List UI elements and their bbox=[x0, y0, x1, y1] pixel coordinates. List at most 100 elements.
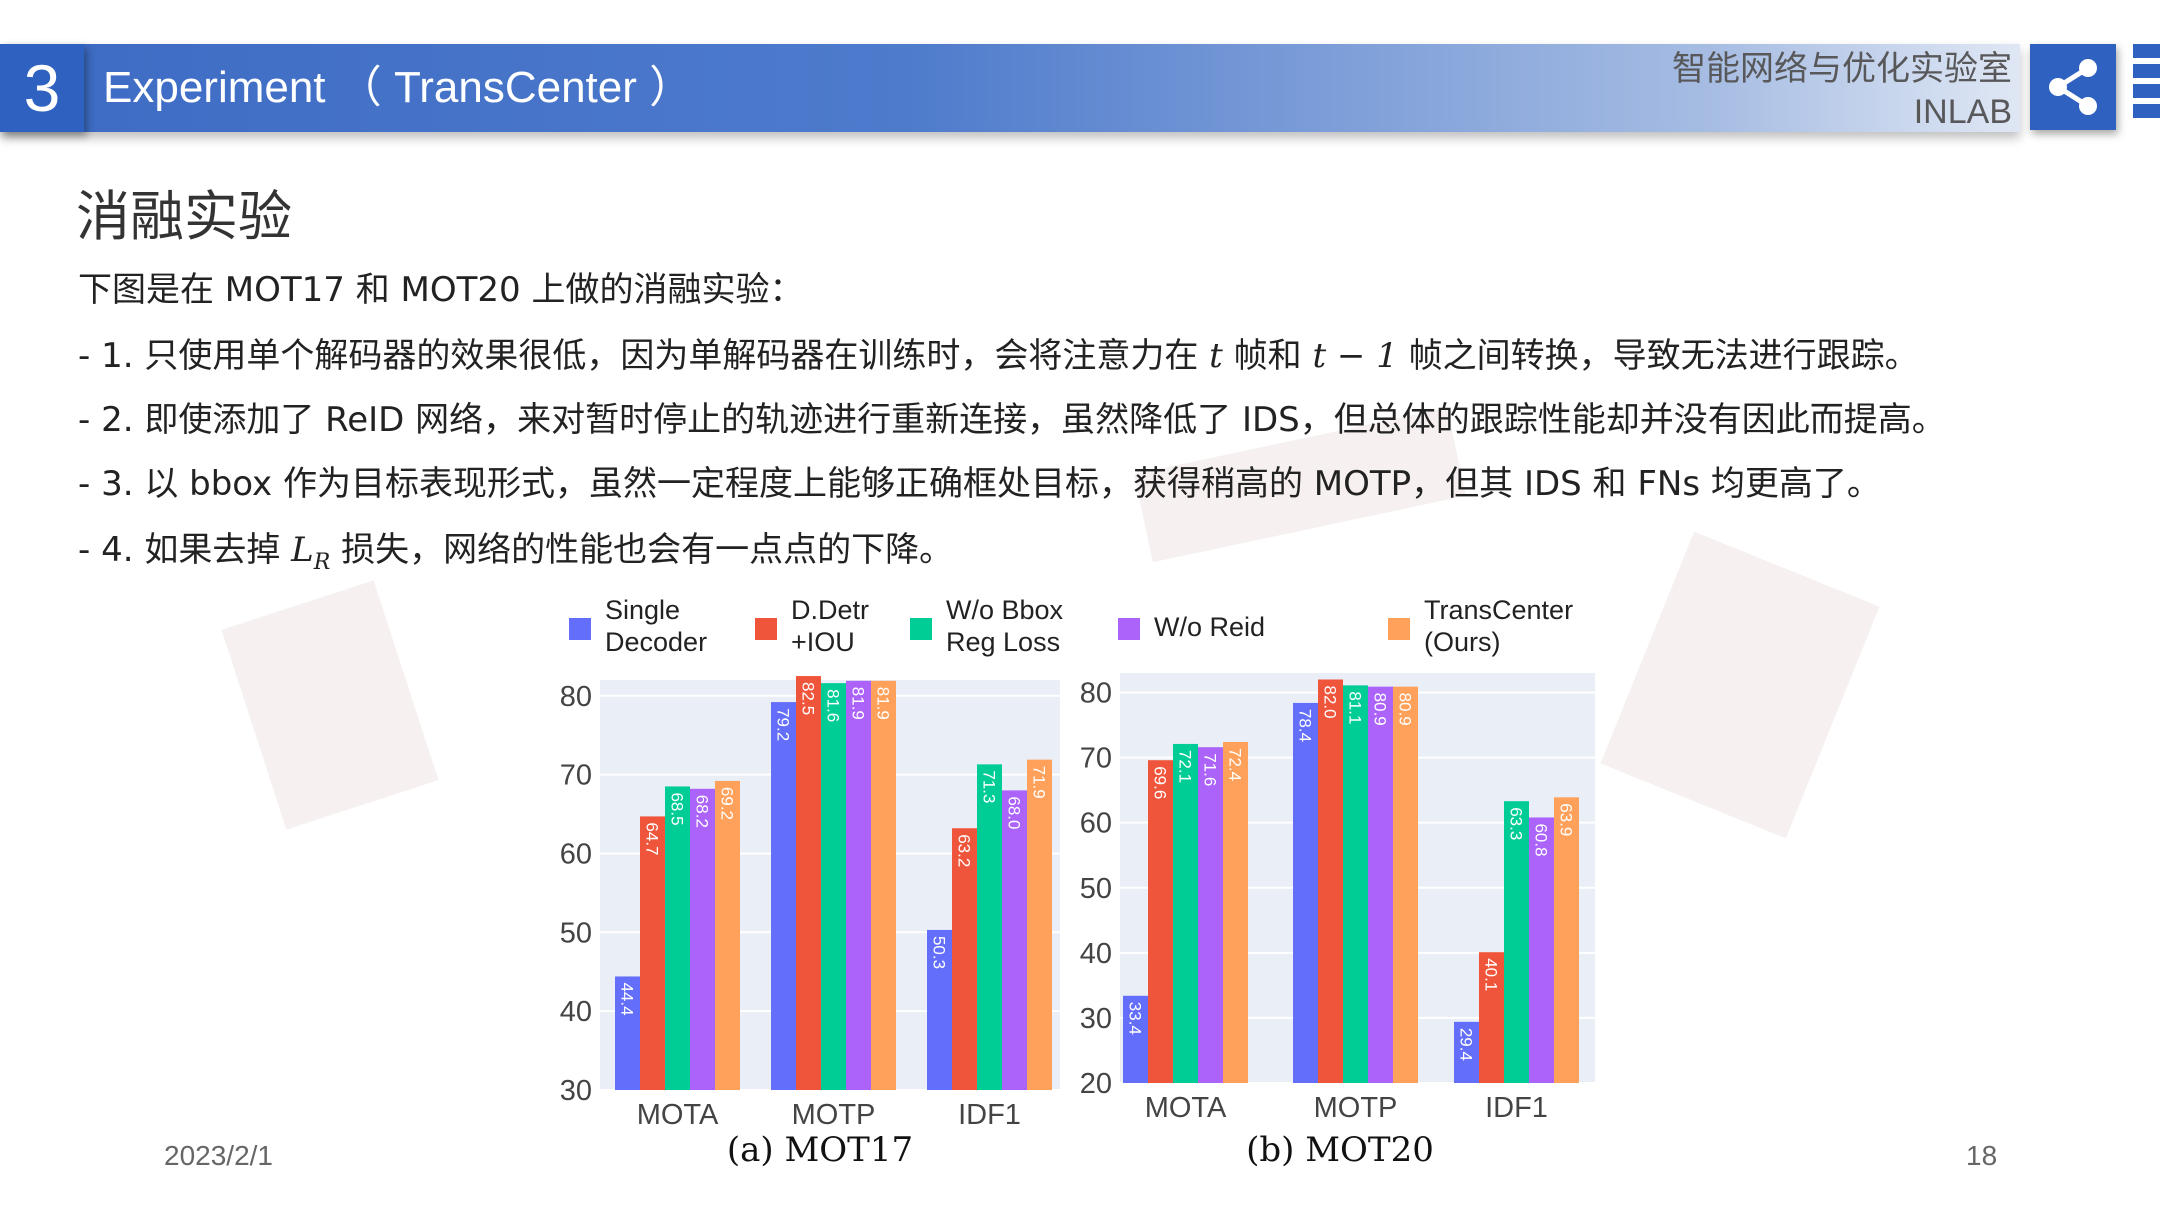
bar bbox=[1027, 759, 1052, 1090]
panel-caption: (a) MOT17 bbox=[727, 1130, 913, 1170]
legend-label: TransCenter bbox=[1424, 595, 1573, 625]
footer-date: 2023/2/1 bbox=[164, 1140, 273, 1171]
legend-label: D.Detr bbox=[791, 595, 869, 625]
bar-value-label: 71.6 bbox=[1201, 753, 1220, 786]
section-title: 消融实验 bbox=[76, 185, 292, 248]
y-tick-label: 30 bbox=[1080, 1003, 1112, 1035]
bar bbox=[1368, 686, 1393, 1083]
math-t: t bbox=[1209, 336, 1223, 376]
legend-swatch bbox=[755, 618, 777, 640]
list-item-4: - 4. 如果去掉 LR 损失，网络的性能也会有一点点的下降。 bbox=[78, 522, 953, 575]
bar bbox=[1318, 679, 1343, 1083]
bar bbox=[796, 676, 821, 1090]
bar bbox=[1198, 747, 1223, 1083]
bar bbox=[821, 683, 846, 1090]
y-tick-label: 70 bbox=[560, 760, 592, 792]
list-item-1: - 1. 只使用单个解码器的效果很低，因为单解码器在训练时，会将注意力在 t 帧… bbox=[78, 328, 1919, 377]
bar bbox=[977, 764, 1002, 1090]
y-tick-label: 40 bbox=[560, 996, 592, 1028]
bar-value-label: 64.7 bbox=[643, 822, 662, 855]
bar-value-label: 81.9 bbox=[849, 687, 868, 720]
bar-value-label: 69.6 bbox=[1151, 766, 1170, 799]
y-tick-label: 20 bbox=[1080, 1068, 1112, 1100]
bar bbox=[1554, 797, 1579, 1083]
bar bbox=[1529, 817, 1554, 1083]
y-tick-label: 60 bbox=[560, 838, 592, 870]
x-tick-label: MOTP bbox=[792, 1099, 876, 1131]
math-t-minus-1: t − 1 bbox=[1312, 336, 1398, 376]
list-item-4-text-a: - 4. 如果去掉 bbox=[78, 530, 292, 570]
list-item-2: - 2. 即使添加了 ReID 网络，来对暂时停止的轨迹进行重新连接，虽然降低了… bbox=[78, 400, 1946, 440]
legend-label: W/o Reid bbox=[1154, 612, 1265, 642]
bar bbox=[1002, 790, 1027, 1090]
bar-value-label: 71.9 bbox=[1030, 766, 1049, 799]
section-number: 3 bbox=[0, 44, 84, 132]
slide-title: Experiment （ TransCenter ） bbox=[103, 63, 694, 112]
legend-label: Reg Loss bbox=[946, 627, 1060, 657]
bar-value-label: 69.2 bbox=[718, 787, 737, 820]
bar-value-label: 50.3 bbox=[930, 936, 949, 969]
bar bbox=[1173, 743, 1198, 1083]
share-button[interactable] bbox=[2030, 44, 2116, 130]
math-l: L bbox=[291, 530, 314, 570]
legend-label: Single bbox=[605, 595, 680, 625]
legend-label: (Ours) bbox=[1424, 627, 1501, 657]
bar-value-label: 63.9 bbox=[1557, 803, 1576, 836]
bar-value-label: 63.2 bbox=[955, 834, 974, 867]
x-tick-label: MOTP bbox=[1314, 1092, 1398, 1124]
legend-label: +IOU bbox=[791, 627, 855, 657]
bar-value-label: 82.5 bbox=[799, 682, 818, 715]
bar-value-label: 68.5 bbox=[668, 792, 687, 825]
bar-value-label: 40.1 bbox=[1482, 958, 1501, 991]
bar-value-label: 72.1 bbox=[1176, 750, 1195, 783]
bar bbox=[771, 702, 796, 1090]
list-item-1-text-b: 帧和 bbox=[1222, 336, 1313, 376]
bar bbox=[1393, 686, 1418, 1083]
bar bbox=[1479, 952, 1504, 1083]
bar bbox=[690, 788, 715, 1090]
bar-value-label: 60.8 bbox=[1532, 823, 1551, 856]
bar bbox=[715, 780, 740, 1090]
bar-value-label: 79.2 bbox=[774, 708, 793, 741]
bar bbox=[1343, 685, 1368, 1083]
bar-value-label: 78.4 bbox=[1296, 709, 1315, 742]
bar bbox=[1454, 1021, 1479, 1083]
bar-value-label: 33.4 bbox=[1126, 1002, 1145, 1035]
list-item-1-text-c: 帧之间转换，导致无法进行跟踪。 bbox=[1397, 336, 1919, 376]
bar bbox=[615, 976, 640, 1090]
bar-value-label: 44.4 bbox=[618, 982, 637, 1015]
bar-value-label: 68.0 bbox=[1005, 796, 1024, 829]
bar-value-label: 80.9 bbox=[1396, 693, 1415, 726]
legend-swatch bbox=[910, 618, 932, 640]
bar-value-label: 82.0 bbox=[1321, 686, 1340, 719]
intro-text: 下图是在 MOT17 和 MOT20 上做的消融实验： bbox=[78, 270, 804, 310]
lab-name: 智能网络与优化实验室 bbox=[1672, 49, 2012, 89]
bar bbox=[871, 680, 896, 1090]
bar-value-label: 68.2 bbox=[693, 795, 712, 828]
bar-value-label: 81.1 bbox=[1346, 691, 1365, 724]
bar-value-label: 29.4 bbox=[1457, 1028, 1476, 1061]
bar-value-label: 72.4 bbox=[1226, 748, 1245, 781]
bar bbox=[1223, 741, 1248, 1083]
bar-value-label: 81.9 bbox=[874, 687, 893, 720]
list-item-1-text-a: - 1. 只使用单个解码器的效果很低，因为单解码器在训练时，会将注意力在 bbox=[78, 336, 1210, 376]
watermark-shape bbox=[221, 580, 439, 830]
bar bbox=[1148, 760, 1173, 1083]
legend-box bbox=[560, 588, 1575, 666]
share-icon bbox=[2049, 59, 2097, 115]
y-tick-label: 60 bbox=[1080, 808, 1112, 840]
bar bbox=[1504, 801, 1529, 1083]
panel-caption: (b) MOT20 bbox=[1246, 1130, 1434, 1170]
bar bbox=[1123, 995, 1148, 1083]
watermark-shape bbox=[1600, 531, 1880, 839]
legend-swatch bbox=[1118, 618, 1140, 640]
y-tick-label: 70 bbox=[1080, 743, 1112, 775]
math-l-r: LR bbox=[291, 530, 330, 575]
bar bbox=[927, 929, 952, 1090]
bar bbox=[665, 786, 690, 1090]
list-item-4-text-b: 损失，网络的性能也会有一点点的下降。 bbox=[330, 530, 954, 570]
x-tick-label: MOTA bbox=[637, 1099, 719, 1131]
legend-label: Decoder bbox=[605, 627, 707, 657]
bar bbox=[952, 828, 977, 1090]
legend-swatch bbox=[569, 618, 591, 640]
